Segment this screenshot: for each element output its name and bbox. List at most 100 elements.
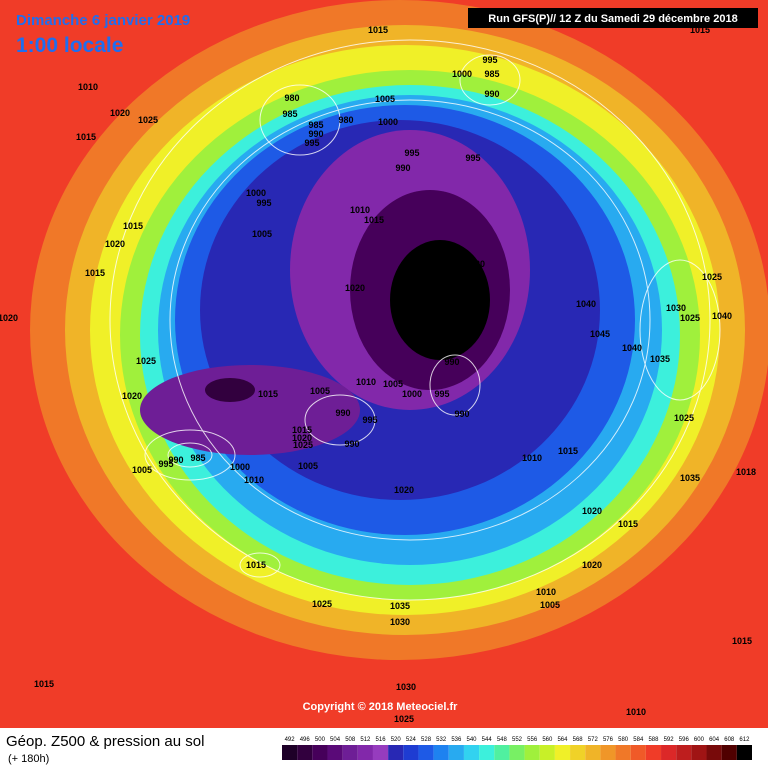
scale-label: 504 — [330, 737, 341, 743]
isobar-label: 995 — [158, 459, 173, 469]
isobar-label: 1015 — [76, 132, 96, 142]
isobar-label: 1040 — [576, 299, 596, 309]
isobar-label: 1015 — [618, 519, 638, 529]
isobar-label: 1020 — [394, 485, 414, 495]
scale-cell — [327, 745, 343, 760]
legend-title: Géop. Z500 & pression au sol — [6, 733, 204, 750]
isobar-label: 1015 — [558, 446, 578, 456]
scale-label: 556 — [527, 737, 538, 743]
isobar-label: 1010 — [626, 707, 646, 717]
isobar-label: 990 — [308, 129, 323, 139]
scale-label: 528 — [421, 737, 432, 743]
scale-cell — [736, 745, 752, 760]
isobar-label: 1020 — [122, 391, 142, 401]
isobar-label: 1020 — [292, 433, 312, 443]
run-box — [468, 8, 758, 28]
isobar-label: 1025 — [394, 714, 414, 724]
isobar-label: 1020 — [345, 283, 365, 293]
scale-label: 604 — [709, 737, 720, 743]
isobar-label: 1010 — [78, 82, 98, 92]
isobar-label: 1025 — [680, 313, 700, 323]
scale-cell — [282, 745, 298, 760]
isobar-label: 1000 — [452, 69, 472, 79]
scale-label: 548 — [497, 737, 508, 743]
isobar-label: 1015 — [123, 221, 143, 231]
isobar-label: 990 — [395, 163, 410, 173]
scale-cell — [418, 745, 434, 760]
scale-label: 564 — [557, 737, 568, 743]
isobar-label: 985 — [308, 120, 323, 130]
isobar-label: 1015 — [258, 389, 278, 399]
isobar-label: 990 — [344, 439, 359, 449]
isobar-label: 1005 — [298, 461, 318, 471]
scale-cell — [600, 745, 616, 760]
isobar-label: 1035 — [680, 473, 700, 483]
isobar-label: 995 — [256, 198, 271, 208]
isobar-label: 1030 — [396, 682, 416, 692]
isobar-label: 1025 — [293, 440, 313, 450]
scale-label: 544 — [482, 737, 493, 743]
scale-label: 500 — [315, 737, 326, 743]
scale-label: 608 — [724, 737, 735, 743]
isobar-label: 1020 — [582, 506, 602, 516]
scale-label: 592 — [664, 737, 675, 743]
isobar-label: 1015 — [690, 25, 710, 35]
isobar-label: 1015 — [732, 636, 752, 646]
scale-cell — [615, 745, 631, 760]
scale-label: 492 — [285, 737, 296, 743]
isobar-label: 1015 — [364, 215, 384, 225]
scale-cell — [357, 745, 373, 760]
scale-cell — [554, 745, 571, 760]
isobar-label: 980 — [284, 93, 299, 103]
scale-label: 496 — [300, 737, 311, 743]
scale-cell — [388, 745, 404, 760]
isobar-label: 1005 — [132, 465, 152, 475]
isobar-label: 995 — [434, 389, 449, 399]
isobar-label: 1025 — [138, 115, 158, 125]
isobar-label: 990 — [484, 89, 499, 99]
isobar-label: 1005 — [375, 94, 395, 104]
scale-label: 580 — [618, 737, 629, 743]
isobar-label: 1018 — [736, 467, 756, 477]
isobar-label: 1015 — [368, 25, 388, 35]
isobar-label: 1000 — [378, 117, 398, 127]
scale-label: 508 — [345, 737, 356, 743]
scale-label: 576 — [603, 737, 614, 743]
scale-cell — [539, 745, 555, 760]
isobar-label: 1005 — [383, 379, 403, 389]
scale-cell — [721, 745, 737, 760]
isobar-label: 1000 — [402, 389, 422, 399]
isobar-label: 980 — [338, 115, 353, 125]
isobar-label: 1005 — [310, 386, 330, 396]
isobar-label: 1015 — [85, 268, 105, 278]
scale-label: 532 — [436, 737, 447, 743]
isobar-label: 995 — [465, 153, 480, 163]
isobar-label: 1000 — [230, 462, 250, 472]
scale-cell — [509, 745, 525, 760]
scale-label: 600 — [694, 737, 705, 743]
isobar-label: 1015 — [246, 560, 266, 570]
isobar-label: 995 — [362, 415, 377, 425]
isobar-label: 985 — [190, 453, 205, 463]
isobar-label: 1030 — [666, 303, 686, 313]
isobar-label: 1025 — [136, 356, 156, 366]
isobar-label: 1000 — [246, 188, 266, 198]
scale-label: 536 — [451, 737, 462, 743]
isobar-label: 995 — [304, 138, 319, 148]
isobar-label: 1010 — [536, 587, 556, 597]
scale-cell — [403, 745, 419, 760]
isobar-label: 1020 — [582, 560, 602, 570]
isobar-label: 1020 — [0, 313, 18, 323]
isobar-label: 1020 — [465, 259, 485, 269]
isobar-label: 995 — [482, 55, 497, 65]
geopotential-field — [30, 0, 768, 660]
scale-cell — [630, 745, 646, 760]
isobar-label: 1005 — [252, 229, 272, 239]
isobar-label: 1040 — [622, 343, 642, 353]
color-scale: 492 496 500 504 508 512 516 520 524 528 532 536 540 5… — [282, 737, 752, 760]
scale-cell — [479, 745, 495, 760]
scale-label: 588 — [648, 737, 659, 743]
isobar-label: 1020 — [105, 239, 125, 249]
